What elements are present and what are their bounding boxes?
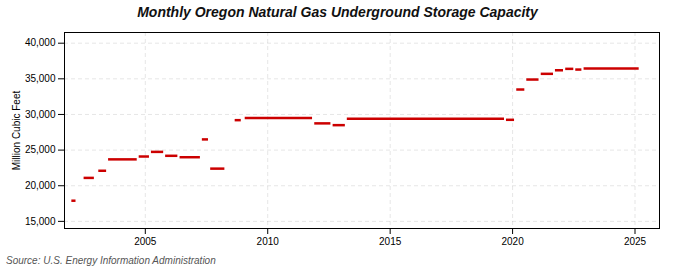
svg-text:Million Cubic Feet: Million Cubic Feet — [11, 91, 22, 171]
svg-text:30,000: 30,000 — [25, 109, 56, 120]
svg-text:20,000: 20,000 — [25, 180, 56, 191]
svg-text:2015: 2015 — [379, 236, 402, 247]
svg-text:40,000: 40,000 — [25, 37, 56, 48]
svg-text:2005: 2005 — [134, 236, 157, 247]
svg-text:2020: 2020 — [501, 236, 524, 247]
html-text:Monthly Oregon Natural Gas Und: Monthly Oregon Natural Gas Underground S… — [137, 4, 538, 20]
svg-text:35,000: 35,000 — [25, 73, 56, 84]
svg-text:25,000: 25,000 — [25, 144, 56, 155]
html-text:Source: U.S. Energy Informatio: Source: U.S. Energy Information Administ… — [6, 255, 216, 266]
svg-text:2025: 2025 — [624, 236, 647, 247]
svg-text:2010: 2010 — [257, 236, 280, 247]
svg-text:15,000: 15,000 — [25, 216, 56, 227]
